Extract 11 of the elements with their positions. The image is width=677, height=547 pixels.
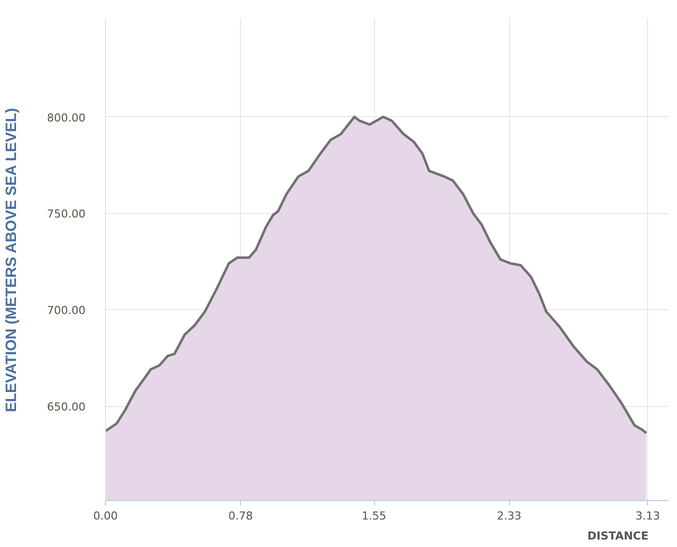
- x-tick-label: 1.55: [362, 510, 386, 522]
- x-tick-label: 0.00: [93, 510, 118, 522]
- y-axis-title: ELEVATION (METERS ABOVE SEA LEVEL): [3, 108, 20, 412]
- x-tick-label: 0.78: [228, 510, 253, 522]
- y-tick-label: 650.00: [47, 400, 86, 414]
- x-axis-title: DISTANCE: [587, 530, 649, 542]
- y-tick-label: 750.00: [47, 208, 86, 221]
- y-tick-label: 800.00: [47, 111, 86, 124]
- x-tick-label: 3.13: [635, 510, 660, 522]
- x-tick-label: 2.33: [496, 510, 522, 522]
- y-tick-label: 700.00: [47, 304, 86, 318]
